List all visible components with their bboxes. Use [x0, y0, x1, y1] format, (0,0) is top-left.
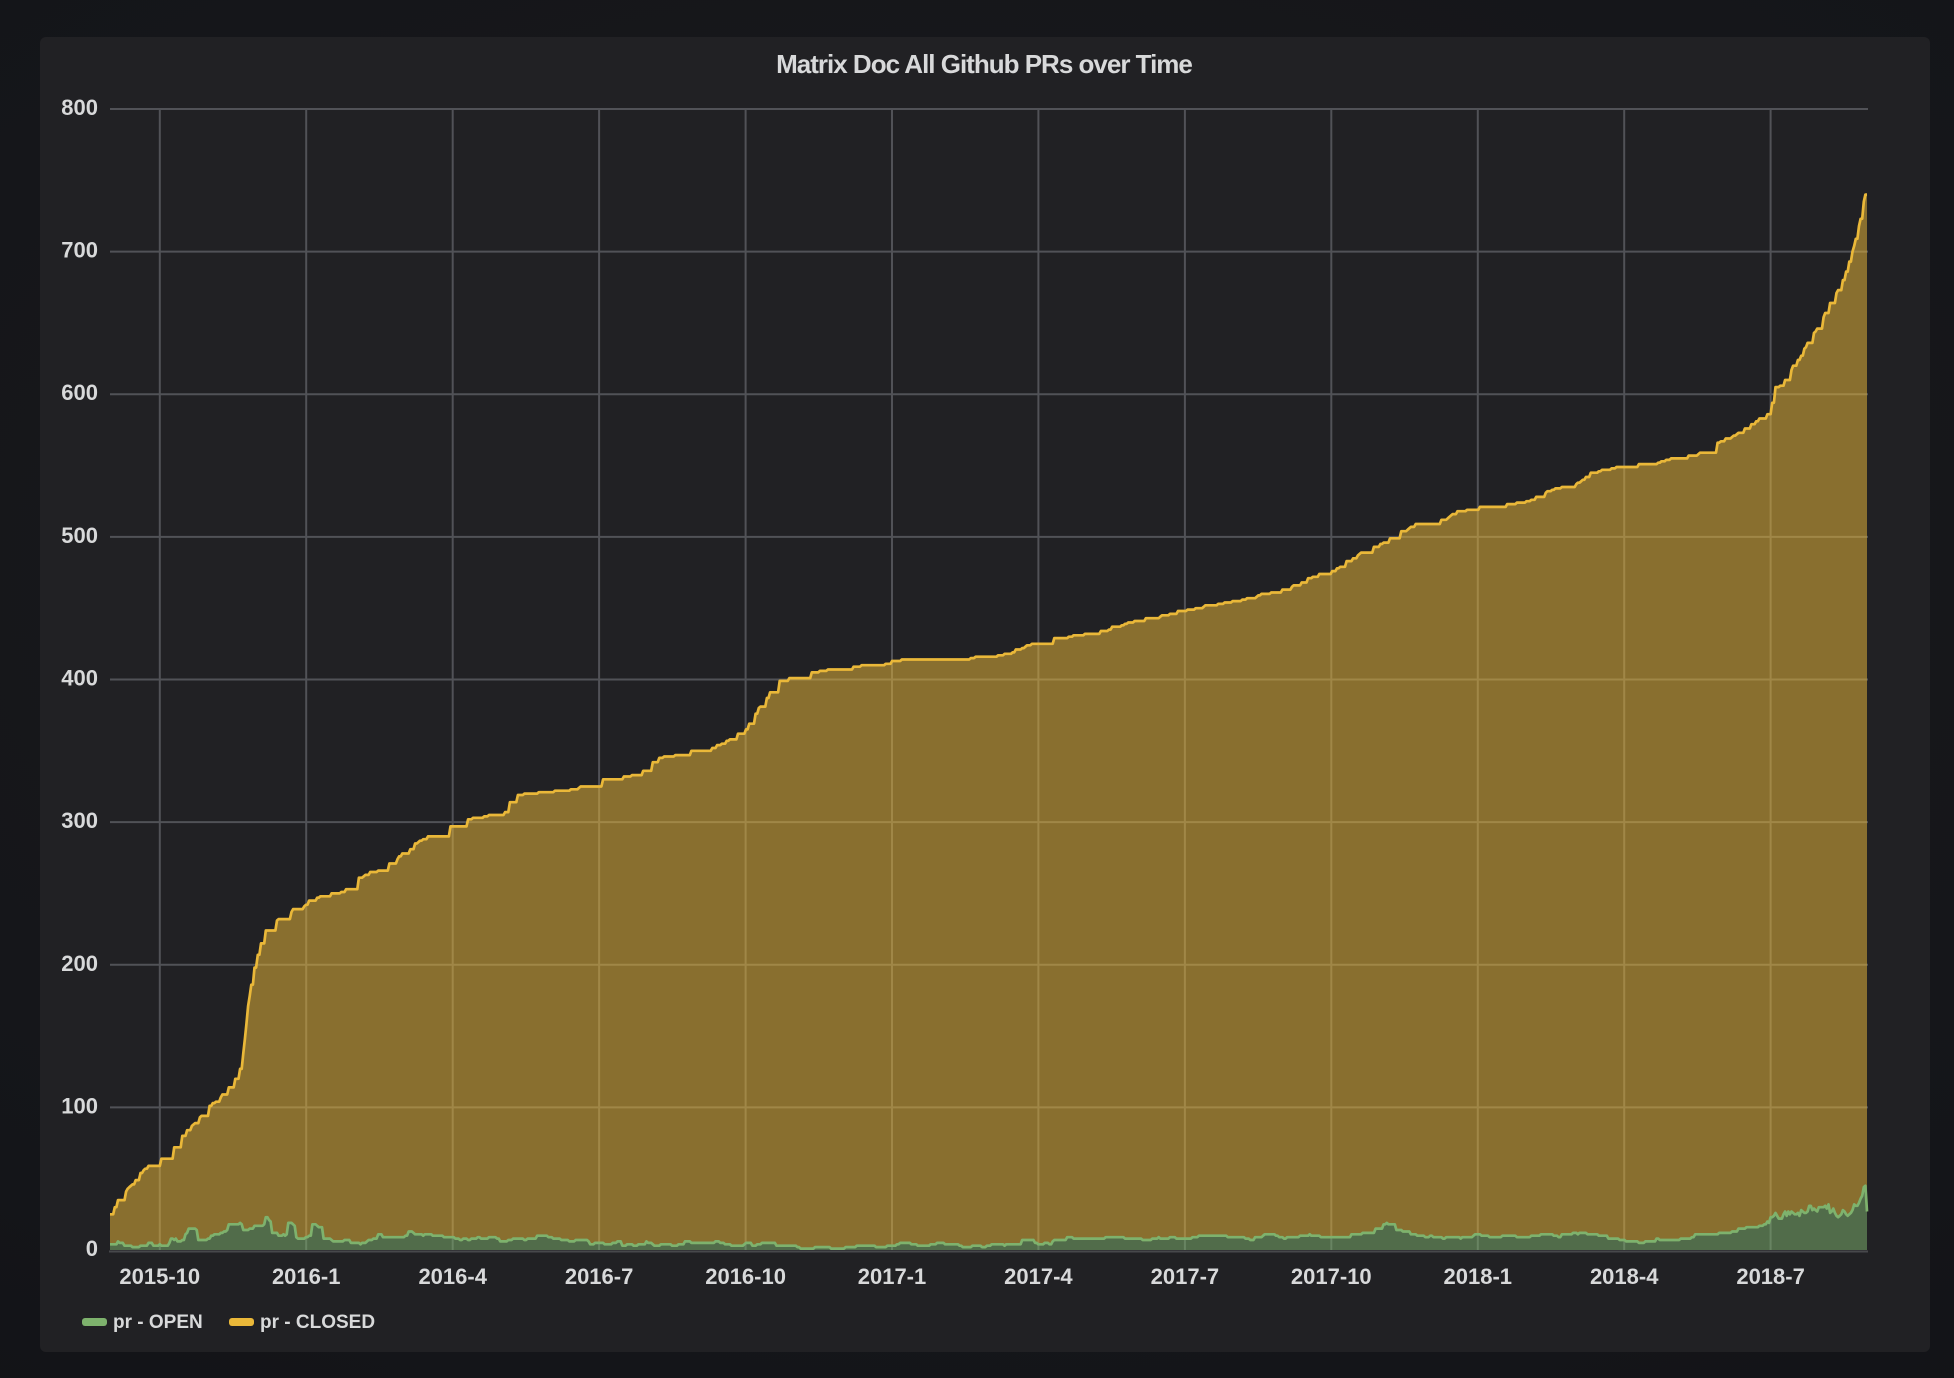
svg-text:0: 0: [86, 1236, 98, 1261]
svg-text:700: 700: [61, 238, 98, 263]
svg-text:2017-7: 2017-7: [1151, 1264, 1220, 1289]
svg-text:600: 600: [61, 380, 98, 405]
svg-text:2018-1: 2018-1: [1444, 1264, 1513, 1289]
svg-text:800: 800: [61, 95, 98, 120]
svg-text:pr - CLOSED: pr - CLOSED: [260, 1312, 375, 1333]
svg-text:2016-10: 2016-10: [705, 1264, 786, 1289]
svg-text:300: 300: [61, 808, 98, 833]
svg-text:Matrix Doc All Github PRs over: Matrix Doc All Github PRs over Time: [776, 49, 1192, 79]
svg-text:200: 200: [61, 951, 98, 976]
svg-text:2017-10: 2017-10: [1291, 1264, 1372, 1289]
svg-text:pr - OPEN: pr - OPEN: [113, 1312, 203, 1333]
svg-text:2018-7: 2018-7: [1736, 1264, 1805, 1289]
svg-text:2018-4: 2018-4: [1590, 1264, 1659, 1289]
svg-text:2016-7: 2016-7: [565, 1264, 634, 1289]
svg-text:2016-4: 2016-4: [418, 1264, 487, 1289]
svg-text:100: 100: [61, 1093, 98, 1118]
svg-text:2017-1: 2017-1: [858, 1264, 927, 1289]
svg-text:2017-4: 2017-4: [1004, 1264, 1073, 1289]
svg-text:2015-10: 2015-10: [119, 1264, 200, 1289]
svg-text:500: 500: [61, 523, 98, 548]
svg-text:400: 400: [61, 666, 98, 691]
svg-text:2016-1: 2016-1: [272, 1264, 341, 1289]
